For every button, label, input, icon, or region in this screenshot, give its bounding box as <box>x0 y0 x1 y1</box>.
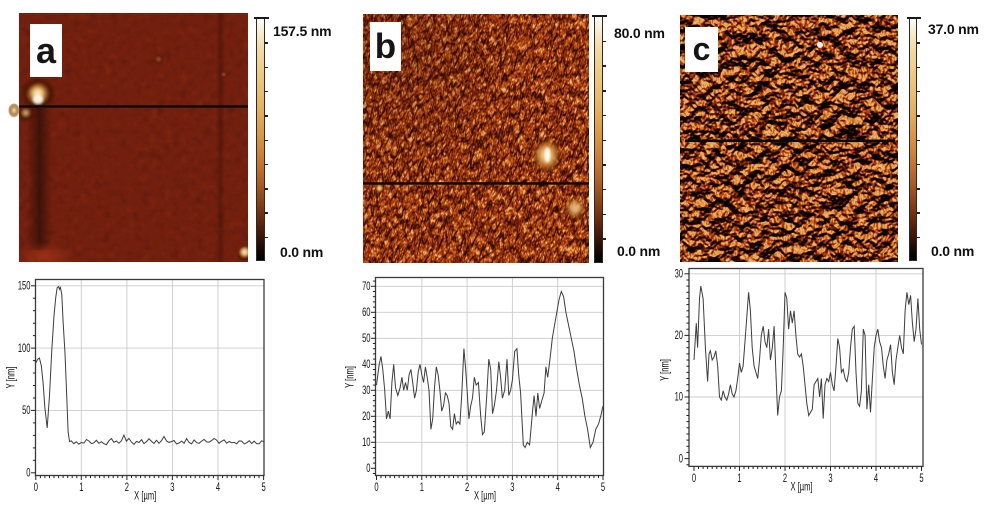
svg-text:20: 20 <box>362 411 371 424</box>
svg-text:5: 5 <box>261 482 265 495</box>
svg-text:X [µm]: X [µm] <box>790 481 812 494</box>
svg-text:1: 1 <box>79 482 83 495</box>
svg-text:30: 30 <box>362 385 371 398</box>
svg-text:3: 3 <box>828 473 832 486</box>
svg-text:2: 2 <box>125 482 129 495</box>
svg-text:40: 40 <box>362 359 371 372</box>
svg-text:20: 20 <box>675 330 684 343</box>
svg-text:30: 30 <box>675 268 684 281</box>
svg-text:0: 0 <box>374 482 379 495</box>
svg-text:0: 0 <box>34 482 39 495</box>
svg-text:4: 4 <box>216 482 221 495</box>
svg-text:0: 0 <box>366 463 371 476</box>
svg-text:Y [nm]: Y [nm] <box>344 366 357 388</box>
svg-text:50: 50 <box>362 333 371 346</box>
svg-text:Y [nm]: Y [nm] <box>659 359 672 381</box>
svg-text:4: 4 <box>556 482 561 495</box>
svg-text:X [µm]: X [µm] <box>474 490 496 503</box>
svg-text:50: 50 <box>22 405 31 418</box>
svg-text:3: 3 <box>510 482 514 495</box>
svg-text:0: 0 <box>692 473 697 486</box>
svg-text:5: 5 <box>601 482 605 495</box>
svg-text:4: 4 <box>874 473 879 486</box>
svg-text:10: 10 <box>362 437 371 450</box>
svg-text:Y [nm]: Y [nm] <box>5 366 18 388</box>
svg-text:5: 5 <box>919 473 923 486</box>
svg-text:70: 70 <box>362 281 371 294</box>
svg-text:100: 100 <box>18 342 31 355</box>
svg-text:1: 1 <box>737 473 741 486</box>
svg-text:2: 2 <box>465 482 469 495</box>
svg-text:0: 0 <box>26 467 31 480</box>
svg-text:150: 150 <box>18 280 31 293</box>
svg-text:2: 2 <box>783 473 787 486</box>
svg-text:10: 10 <box>675 391 684 404</box>
svg-text:X [µm]: X [µm] <box>134 490 156 503</box>
svg-text:3: 3 <box>170 482 174 495</box>
svg-text:0: 0 <box>679 453 684 466</box>
svg-text:60: 60 <box>362 307 371 320</box>
svg-text:1: 1 <box>420 482 424 495</box>
